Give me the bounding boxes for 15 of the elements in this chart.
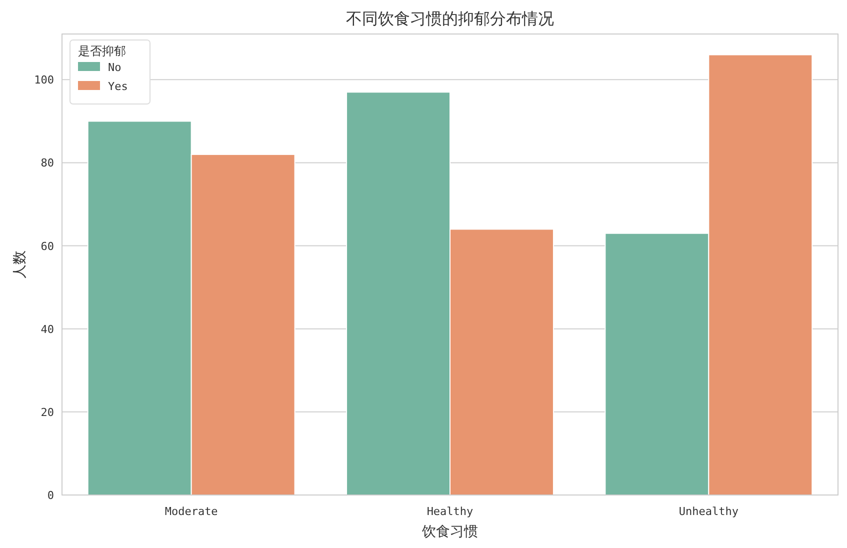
y-tick-label: 100 xyxy=(34,74,54,87)
legend-label: No xyxy=(108,61,122,74)
y-tick-label: 40 xyxy=(40,322,54,336)
x-tick-label: Moderate xyxy=(164,505,218,518)
x-axis-title: 饮食习惯 xyxy=(421,524,478,540)
legend-label: Yes xyxy=(108,80,128,93)
y-tick-label: 20 xyxy=(40,406,54,419)
y-tick-label: 0 xyxy=(47,489,54,502)
y-tick-label: 80 xyxy=(40,156,54,170)
legend-title: 是否抑郁 xyxy=(78,44,126,58)
chart-title: 不同饮食习惯的抑郁分布情况 xyxy=(346,9,554,28)
x-tick-label: Healthy xyxy=(426,505,474,518)
y-tick-label: 60 xyxy=(40,240,54,253)
x-tick-label: Unhealthy xyxy=(678,505,739,518)
y-axis-title: 人数 xyxy=(12,250,28,278)
